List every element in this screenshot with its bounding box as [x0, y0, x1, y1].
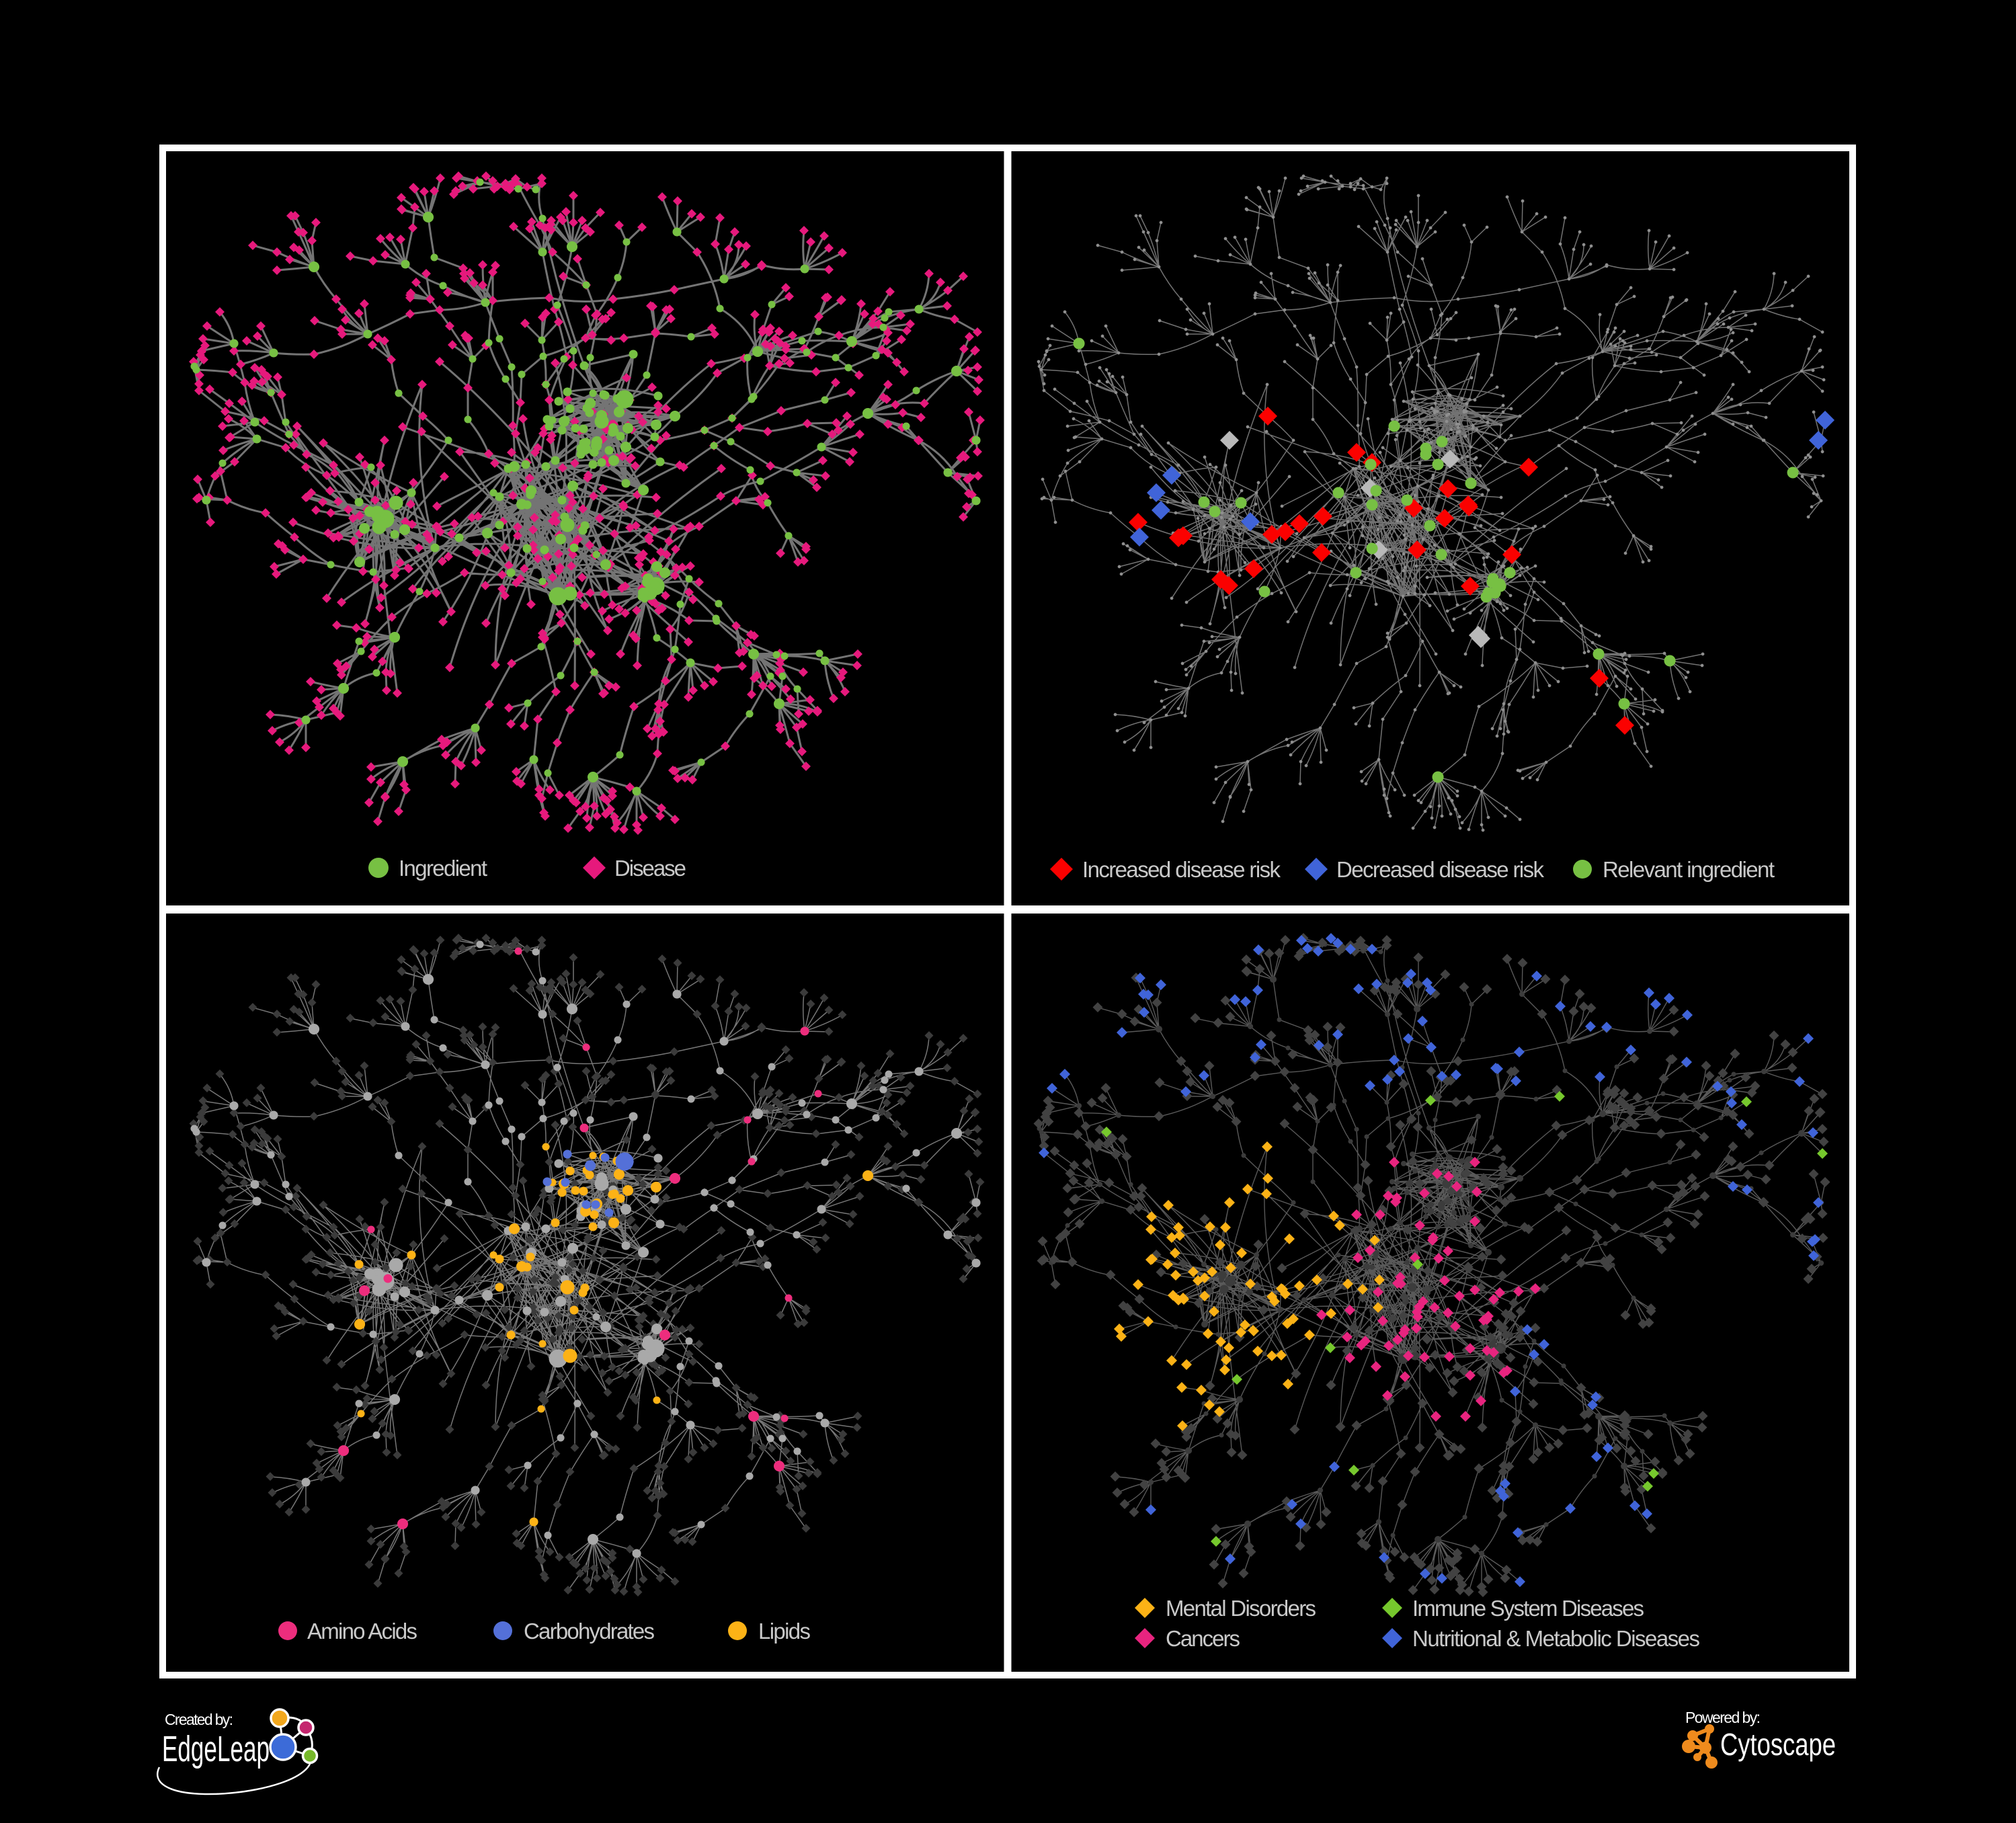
svg-text:Immune System Diseases: Immune System Diseases	[1412, 1596, 1644, 1621]
svg-text:Cancers: Cancers	[1166, 1626, 1240, 1651]
svg-text:Powered by:: Powered by:	[1685, 1709, 1761, 1726]
svg-text:Ingredient: Ingredient	[399, 856, 487, 881]
svg-text:Decreased disease risk: Decreased disease risk	[1336, 857, 1545, 882]
svg-text:Mental Disorders: Mental Disorders	[1166, 1596, 1316, 1621]
svg-text:Carbohydrates: Carbohydrates	[524, 1619, 655, 1644]
svg-text:Nutritional & Metabolic Diseas: Nutritional & Metabolic Diseases	[1412, 1626, 1700, 1651]
svg-text:Increased disease risk: Increased disease risk	[1082, 857, 1281, 882]
svg-text:Disease: Disease	[614, 856, 686, 881]
svg-text:Created by:: Created by:	[165, 1711, 233, 1728]
svg-text:Cytoscape: Cytoscape	[1720, 1727, 1836, 1762]
svg-text:EdgeLeap: EdgeLeap	[162, 1729, 270, 1769]
svg-text:Relevant ingredient: Relevant ingredient	[1603, 857, 1775, 882]
svg-text:Lipids: Lipids	[758, 1619, 811, 1644]
svg-text:Amino Acids: Amino Acids	[307, 1619, 417, 1644]
